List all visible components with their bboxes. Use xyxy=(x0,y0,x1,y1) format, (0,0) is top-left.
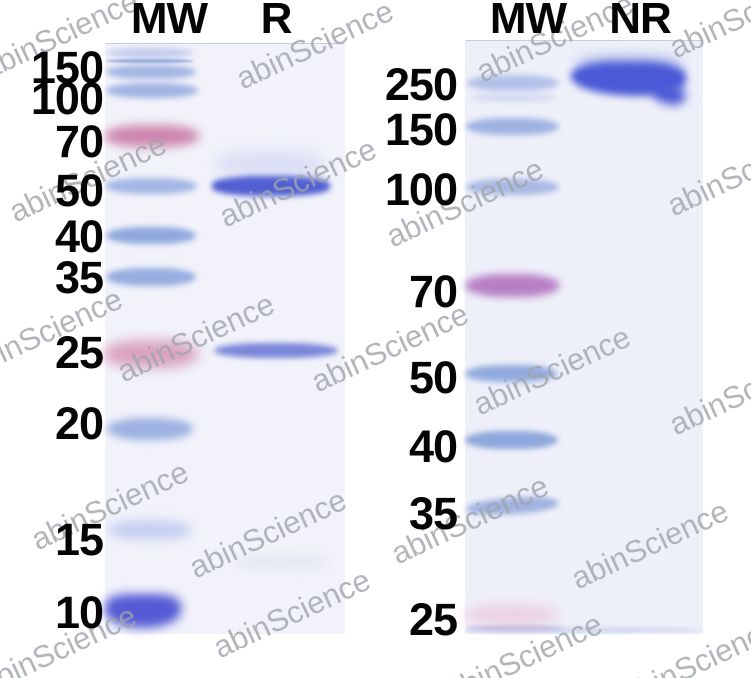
non-reduced-gel-ladder-band xyxy=(467,75,559,91)
non-reduced-gel-ladder-header: MW xyxy=(489,0,567,43)
reduced-gel-sample-band xyxy=(212,176,330,196)
non-reduced-gel-marker-label-35: 35 xyxy=(408,488,458,539)
reduced-gel-marker-label-100: 100 xyxy=(30,73,104,124)
reduced-gel-ladder-band xyxy=(103,340,199,368)
non-reduced-gel-ladder-band xyxy=(465,431,558,449)
reduced-gel-ladder-band xyxy=(106,268,196,286)
reduced-gel-marker-label-25: 25 xyxy=(54,327,104,378)
reduced-gel-sample-band xyxy=(214,150,326,178)
reduced-gel-marker-label-10: 10 xyxy=(54,587,104,638)
reduced-gel-sample-band xyxy=(235,556,330,568)
non-reduced-gel-ladder-band xyxy=(470,93,556,102)
reduced-gel-marker-label-150: 150 xyxy=(30,42,104,93)
non-reduced-gel-sample-band xyxy=(465,628,703,632)
reduced-gel-ladder-band xyxy=(107,48,193,58)
reduced-gel-ladder-band xyxy=(106,65,196,79)
non-reduced-gel-ladder-band xyxy=(465,274,560,297)
reduced-gel-ladder-band xyxy=(105,594,181,628)
reduced-gel-marker-label-50: 50 xyxy=(54,165,104,216)
reduced-gel-marker-label-40: 40 xyxy=(54,211,104,262)
non-reduced-gel-marker-label-70: 70 xyxy=(408,266,458,317)
reduced-gel-ladder-band xyxy=(106,59,194,63)
non-reduced-gel-surface xyxy=(465,40,703,634)
non-reduced-gel-ladder-band xyxy=(466,118,559,135)
non-reduced-gel-sample-header: NR xyxy=(609,0,672,43)
non-reduced-gel-marker-label-25: 25 xyxy=(408,594,458,645)
reduced-gel-ladder-band xyxy=(106,227,196,244)
reduced-gel-ladder-band xyxy=(105,178,197,194)
non-reduced-gel-ladder-band xyxy=(464,604,559,626)
non-reduced-gel-marker-label-250: 250 xyxy=(384,59,458,110)
reduced-gel-ladder-header: MW xyxy=(130,0,208,43)
non-reduced-gel-marker-label-100: 100 xyxy=(384,164,458,215)
non-reduced-gel-marker-label-50: 50 xyxy=(408,352,458,403)
reduced-gel-ladder-band xyxy=(107,418,193,440)
reduced-gel-marker-label-35: 35 xyxy=(54,252,104,303)
non-reduced-gel-marker-label-40: 40 xyxy=(408,421,458,472)
reduced-gel-ladder-band xyxy=(104,125,200,147)
reduced-gel-ladder-band xyxy=(106,83,198,98)
reduced-gel-ladder-band xyxy=(108,520,192,540)
non-reduced-gel-ladder-band xyxy=(466,179,559,195)
reduced-gel-marker-label-70: 70 xyxy=(54,116,104,167)
reduced-gel-sample-header: R xyxy=(260,0,293,43)
reduced-gel-marker-label-15: 15 xyxy=(54,514,104,565)
reduced-gel-marker-label-20: 20 xyxy=(54,398,104,449)
non-reduced-gel-ladder-band xyxy=(465,365,557,382)
non-reduced-gel-marker-label-150: 150 xyxy=(384,104,458,155)
reduced-gel-sample-band xyxy=(214,343,338,358)
